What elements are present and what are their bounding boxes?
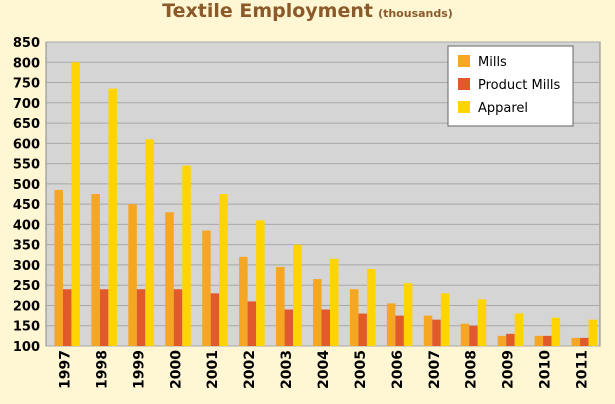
x-tick-label: 1998 [94,350,110,389]
bar-apparel [108,88,117,346]
bar-product-mills [358,313,367,346]
bar-product-mills [469,325,478,346]
y-tick-label: 550 [13,158,40,173]
bar-mills [571,337,581,346]
x-tick-label: 1997 [57,350,73,389]
bar-apparel [293,244,302,346]
chart-title-text: Textile Employment [162,0,373,22]
legend-label: Product Mills [478,78,561,93]
bar-apparel [551,317,561,346]
bar-product-mills [432,319,441,346]
x-tick-label: 2004 [316,350,332,389]
y-tick-label: 650 [13,117,40,132]
bar-mills [349,289,359,346]
bar-product-mills [136,289,146,346]
y-tick-label: 400 [13,218,40,233]
bar-product-mills [247,301,257,346]
y-tick-label: 200 [13,299,40,314]
bar-apparel [219,194,228,346]
x-tick-label: 2005 [353,350,369,389]
bar-apparel [366,268,376,346]
y-tick-label: 700 [13,97,40,112]
bar-product-mills [210,293,220,346]
bar-apparel [514,313,524,346]
y-tick-label: 150 [13,320,40,335]
x-tick-label: 2000 [168,350,184,389]
bar-product-mills [284,309,294,346]
bar-mills [91,194,100,346]
x-tick-label: 2002 [242,350,258,389]
y-tick-label: 100 [13,340,40,355]
bar-apparel [71,62,80,347]
x-tick-label: 2003 [279,350,295,389]
bar-product-mills [580,337,589,346]
x-tick-label: 2006 [390,350,406,389]
bar-product-mills [62,289,72,346]
bar-product-mills [321,309,330,346]
x-tick-label: 2007 [427,350,443,389]
bar-apparel [182,165,191,346]
legend-label: Apparel [478,101,528,116]
x-tick-label: 2001 [205,350,221,389]
legend-swatch [458,78,470,90]
bar-apparel [145,139,154,346]
y-tick-label: 800 [13,56,40,71]
x-tick-label: 2008 [464,350,480,389]
bar-apparel [477,299,487,346]
bar-mills [276,266,285,346]
bar-product-mills [173,289,183,346]
bar-mills [460,323,470,346]
bar-mills [239,256,248,346]
bar-mills [497,335,507,346]
x-tick-label: 2009 [501,350,517,389]
y-tick-label: 500 [13,178,40,193]
legend-swatch [458,101,470,113]
legend: Mills Product Mills Apparel [447,45,574,127]
bar-mills [54,189,63,346]
bar-mills [128,204,137,346]
bar-mills [423,315,433,346]
legend-swatch [458,55,470,67]
y-tick-label: 350 [13,239,40,254]
bar-mills [165,212,174,346]
y-tick-label: 450 [13,198,40,213]
bar-product-mills [506,333,515,346]
bar-apparel [403,283,413,346]
y-tick-label: 750 [13,77,40,92]
bar-product-mills [543,335,552,346]
legend-label: Mills [478,55,507,70]
bar-mills [313,279,322,346]
chart-subtitle-text: (thousands) [378,7,453,20]
chart-title: Textile Employment (thousands) [0,0,615,30]
x-tick-label: 2011 [575,350,591,389]
x-tick-label: 1999 [131,350,147,389]
bar-apparel [330,258,339,346]
bar-mills [386,303,396,346]
y-tick-label: 850 [13,36,40,51]
bar-product-mills [99,289,109,346]
y-tick-label: 250 [13,279,40,294]
bar-product-mills [395,315,404,346]
y-tick-label: 300 [13,259,40,274]
bar-apparel [588,319,598,346]
y-tick-label: 600 [13,137,40,152]
bar-mills [202,230,211,346]
x-tick-label: 2010 [538,350,554,389]
bar-apparel [440,293,450,346]
bar-apparel [256,220,265,346]
bar-mills [534,335,544,346]
